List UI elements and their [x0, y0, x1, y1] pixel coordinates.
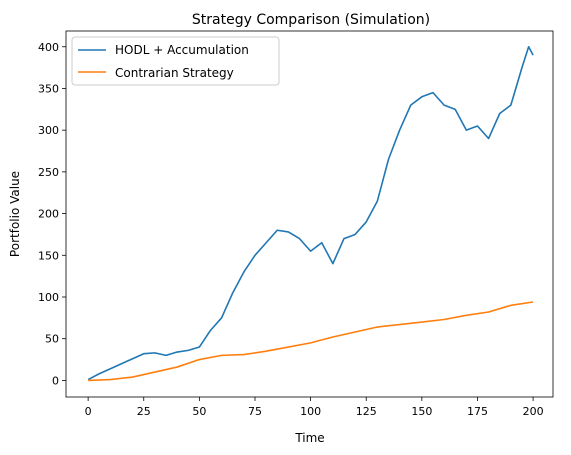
- y-tick-label: 200: [38, 208, 59, 221]
- x-axis-label: Time: [294, 431, 324, 445]
- x-axis: 0 25 50 75 100 125 150 175 200: [85, 397, 544, 418]
- x-tick-label: 75: [248, 405, 262, 418]
- legend-label-contrarian: Contrarian Strategy: [115, 66, 234, 80]
- x-tick-label: 200: [523, 405, 544, 418]
- y-tick-label: 0: [52, 374, 59, 387]
- y-tick-label: 250: [38, 166, 59, 179]
- y-axis: 0 50 100 150 200 250 300 350 400: [38, 41, 66, 387]
- x-tick-label: 150: [411, 405, 432, 418]
- chart-title: Strategy Comparison (Simulation): [192, 12, 430, 28]
- y-tick-label: 350: [38, 82, 59, 95]
- y-tick-label: 150: [38, 249, 59, 262]
- x-tick-label: 0: [85, 405, 92, 418]
- legend-frame: [71, 36, 280, 86]
- x-tick-label: 175: [467, 405, 488, 418]
- x-tick-label: 100: [300, 405, 321, 418]
- y-axis-label: Portfolio Value: [8, 171, 22, 257]
- plot-frame: [65, 30, 554, 398]
- plot-area: [65, 30, 554, 398]
- x-tick-label: 50: [192, 405, 206, 418]
- y-tick-label: 50: [45, 333, 59, 346]
- y-tick-label: 300: [38, 124, 59, 137]
- x-tick-label: 125: [356, 405, 377, 418]
- hodl-accumulation-line: [87, 45, 534, 381]
- series-layer: [87, 45, 534, 382]
- y-tick-label: 100: [38, 291, 59, 304]
- contrarian-strategy-line: [88, 301, 534, 382]
- x-tick-label: 25: [137, 405, 151, 418]
- legend-label-hodl: HODL + Accumulation: [115, 43, 249, 57]
- y-tick-label: 400: [38, 41, 59, 54]
- legend: HODL + Accumulation Contrarian Strategy: [71, 36, 280, 86]
